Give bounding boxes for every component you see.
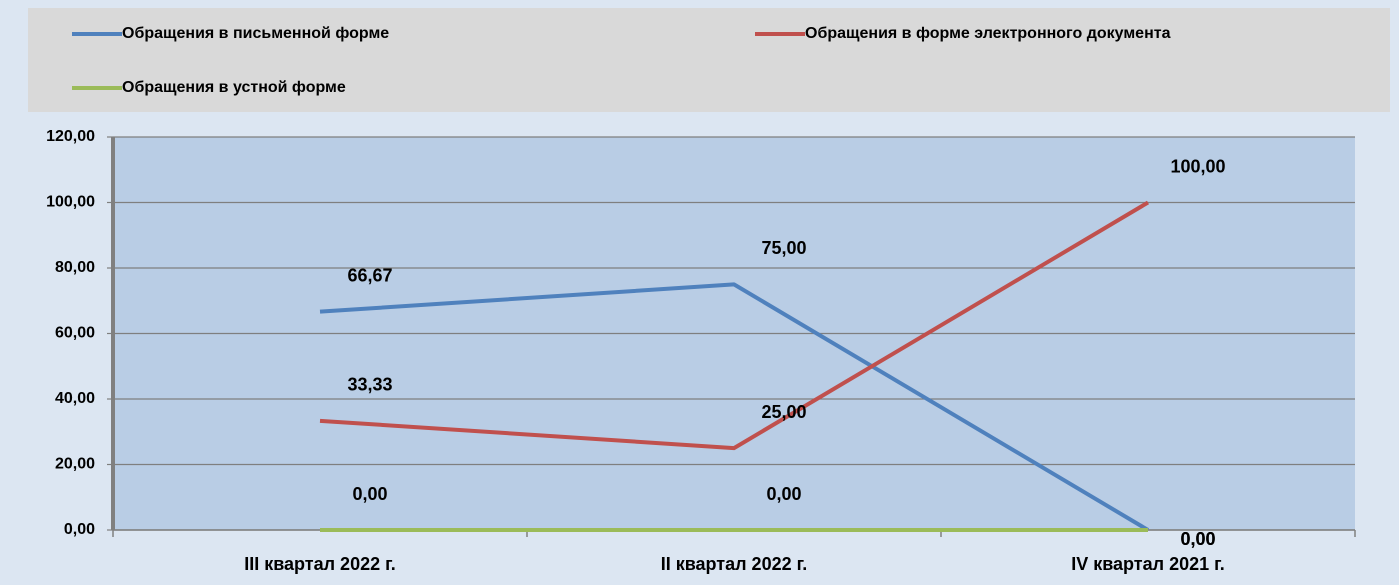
x-tick-label: III квартал 2022 г.: [244, 554, 396, 574]
data-label: 0,00: [766, 484, 801, 504]
data-label: 100,00: [1170, 156, 1225, 176]
y-tick-label: 40,00: [55, 390, 95, 407]
y-tick-label: 100,00: [46, 194, 95, 211]
y-tick-label: 20,00: [55, 456, 95, 473]
y-tick-label: 60,00: [55, 325, 95, 342]
data-label: 33,33: [347, 375, 392, 395]
y-tick-label: 80,00: [55, 259, 95, 276]
legend-label: Обращения в устной форме: [122, 79, 346, 96]
legend-box: [28, 8, 1390, 112]
data-label: 75,00: [761, 238, 806, 258]
data-label: 25,00: [761, 402, 806, 422]
data-label: 66,67: [347, 265, 392, 285]
x-tick-label: IV квартал 2021 г.: [1071, 554, 1225, 574]
series-line: [319, 200, 1150, 451]
data-label: 0,00: [352, 484, 387, 504]
y-tick-label: 0,00: [64, 521, 95, 538]
legend-label: Обращения в форме электронного документа: [805, 25, 1171, 42]
x-tick-label: II квартал 2022 г.: [661, 554, 808, 574]
data-label: 0,00: [1180, 529, 1215, 549]
legend-label: Обращения в письменной форме: [122, 25, 389, 42]
data-label: 0,00: [1180, 529, 1215, 549]
series-line: [319, 282, 1150, 532]
y-tick-label: 120,00: [46, 128, 95, 145]
